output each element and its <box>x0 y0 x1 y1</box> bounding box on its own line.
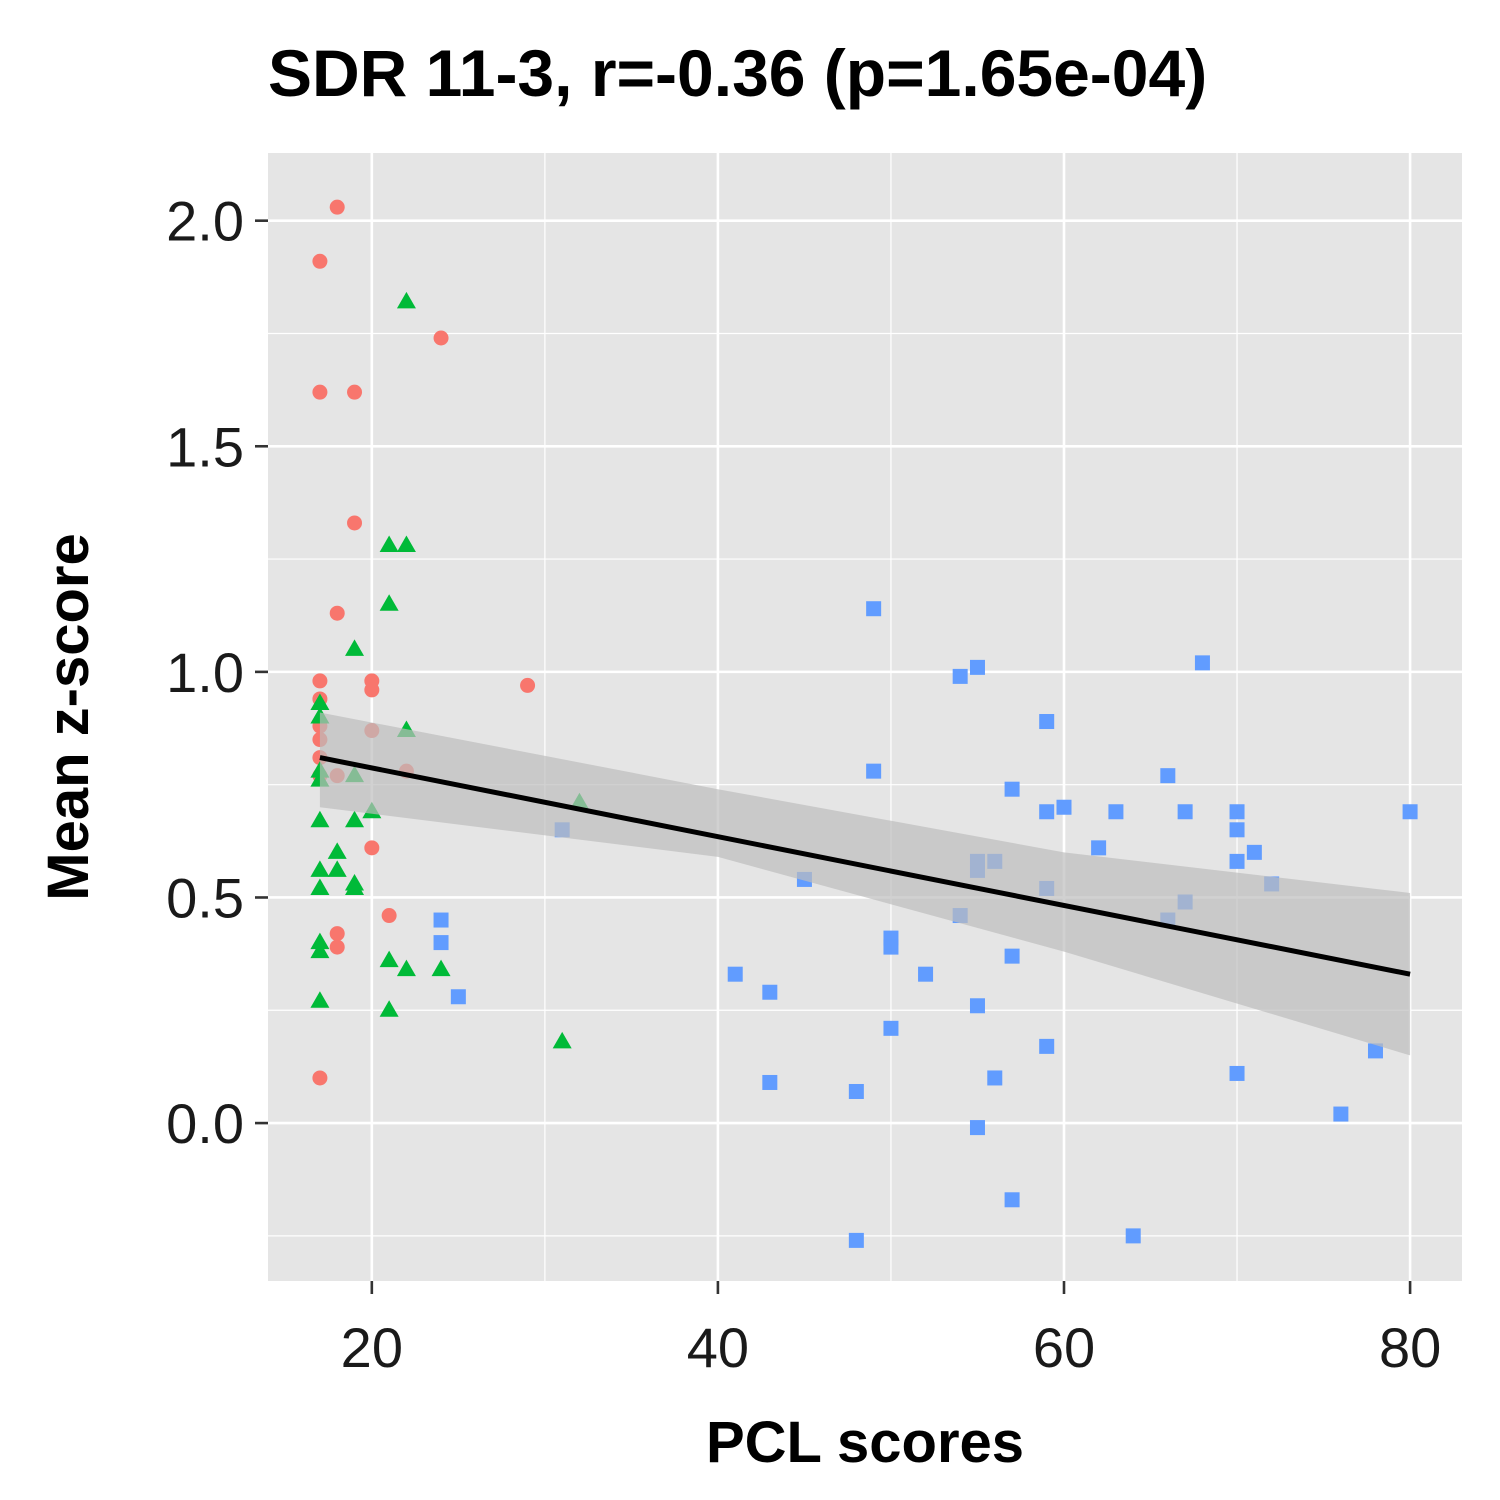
data-point-triangle <box>396 959 416 977</box>
y-tick-label: 2.0 <box>166 190 244 253</box>
data-point-triangle <box>345 639 365 656</box>
x-tick-label: 80 <box>1379 1316 1441 1379</box>
data-point-circle <box>312 253 328 269</box>
data-point-square <box>1125 1228 1141 1244</box>
data-point-triangle <box>552 1031 572 1049</box>
data-point-circle <box>329 605 345 621</box>
data-point-square <box>1091 840 1107 856</box>
data-point-square <box>1004 948 1020 964</box>
data-point-square <box>1039 804 1055 820</box>
data-point-square <box>969 659 985 675</box>
data-point-circle <box>312 384 328 400</box>
data-point-circle <box>312 673 328 689</box>
data-point-square <box>866 763 882 779</box>
data-point-circle <box>364 840 380 856</box>
data-point-circle <box>329 926 345 942</box>
x-axis-title: PCL scores <box>706 1410 1024 1475</box>
data-point-triangle <box>310 693 330 710</box>
plot-panel <box>268 153 1462 1281</box>
regression-line <box>319 755 1411 977</box>
data-point-circle <box>381 908 397 924</box>
data-point-square <box>1177 804 1193 820</box>
data-point-square <box>848 1232 864 1248</box>
data-point-circle <box>347 515 363 531</box>
data-point-triangle <box>379 950 399 968</box>
data-point-square <box>433 935 449 951</box>
data-point-square <box>969 998 985 1014</box>
data-point-square <box>1056 799 1072 815</box>
data-point-triangle <box>310 860 330 877</box>
y-tick-label: 0.0 <box>166 1092 244 1155</box>
data-point-square <box>762 984 778 1000</box>
y-tick-label: 0.5 <box>166 866 244 929</box>
data-point-circle <box>312 1070 328 1086</box>
data-point-square <box>1004 781 1020 797</box>
data-point-circle <box>329 939 345 955</box>
data-point-triangle <box>379 535 399 553</box>
data-point-triangle <box>431 959 451 977</box>
data-point-circle <box>520 677 536 693</box>
data-point-square <box>883 1020 899 1036</box>
axes: 20 40 60 80 0.0 0.5 1.0 1.5 2.0 <box>166 190 1441 1379</box>
data-point-square <box>1229 804 1245 820</box>
data-point-triangle <box>396 291 416 309</box>
data-point-circle <box>364 682 380 698</box>
y-axis-title: Mean z-score <box>36 533 101 900</box>
data-point-square <box>1039 1038 1055 1054</box>
data-point-square <box>1039 714 1055 730</box>
data-point-triangle <box>327 860 347 877</box>
data-point-square <box>1004 1192 1020 1208</box>
data-point-square <box>727 966 743 982</box>
data-point-circle <box>347 384 363 400</box>
x-tick-label: 40 <box>687 1316 749 1379</box>
data-point-square <box>883 939 899 955</box>
data-point-square <box>1229 1065 1245 1081</box>
data-point-square <box>866 601 882 617</box>
y-tick-label: 1.5 <box>166 415 244 478</box>
y-tick-label: 1.0 <box>166 641 244 704</box>
data-point-square <box>1229 822 1245 838</box>
x-tick-label: 60 <box>1033 1316 1095 1379</box>
regression-layer <box>319 712 1411 1056</box>
data-point-triangle <box>310 810 330 828</box>
data-point-triangle <box>310 991 330 1008</box>
data-point-triangle <box>327 842 347 859</box>
data-point-circle <box>433 330 449 346</box>
x-tick-label: 20 <box>341 1316 403 1379</box>
data-point-square <box>433 912 449 928</box>
data-point-triangle <box>379 594 399 611</box>
data-point-square <box>1333 1106 1349 1122</box>
data-point-triangle <box>345 878 365 895</box>
data-point-triangle <box>310 932 330 950</box>
data-point-triangle <box>310 878 330 895</box>
data-point-square <box>969 1120 985 1136</box>
data-point-square <box>1367 1043 1383 1059</box>
data-point-square <box>1229 853 1245 869</box>
confidence-band <box>319 712 1411 1056</box>
data-point-square <box>1402 804 1418 820</box>
data-point-triangle <box>396 535 416 553</box>
data-point-triangle <box>379 1000 399 1017</box>
data-point-triangle <box>310 941 330 959</box>
data-point-square <box>1108 804 1124 820</box>
data-point-square <box>1160 768 1176 784</box>
data-point-triangle <box>345 810 365 828</box>
data-point-square <box>1194 655 1210 671</box>
data-point-square <box>450 989 466 1005</box>
data-point-square <box>987 1070 1003 1086</box>
data-point-square <box>1246 844 1262 860</box>
data-point-square <box>762 1074 778 1090</box>
data-point-square <box>952 668 968 684</box>
data-point-square <box>848 1083 864 1099</box>
data-point-circle <box>329 199 345 215</box>
chart-title: SDR 11-3, r=-0.36 (p=1.65e-04) <box>268 36 1207 110</box>
data-point-square <box>918 966 934 982</box>
